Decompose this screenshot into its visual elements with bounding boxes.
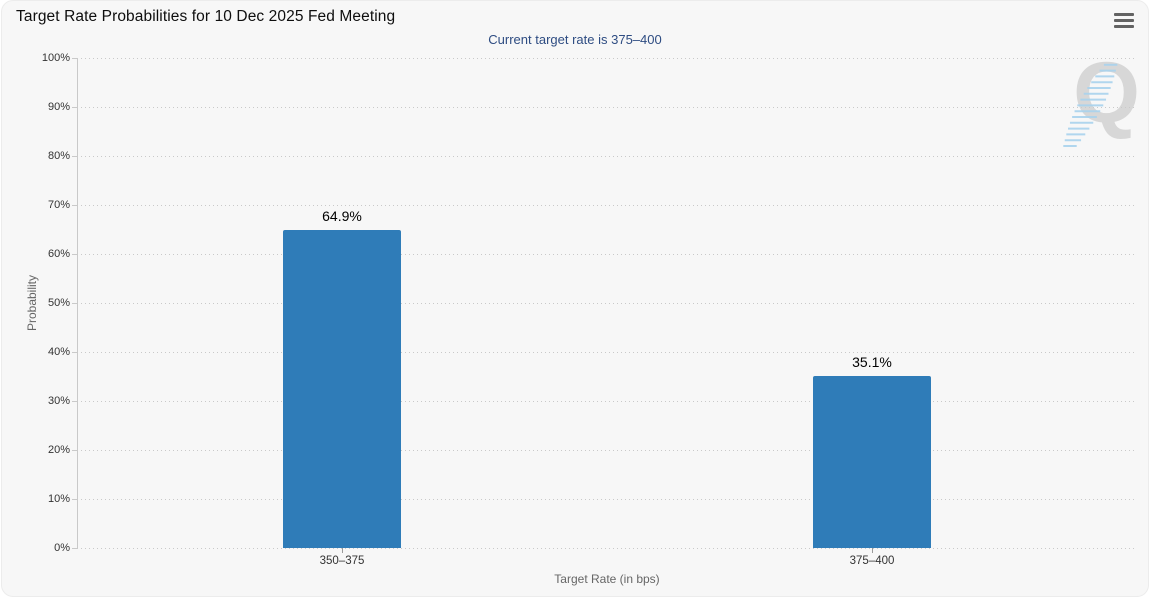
y-gridline (77, 499, 1137, 500)
y-axis-tick (72, 58, 77, 59)
y-gridline (77, 107, 1137, 108)
y-axis-tick (72, 352, 77, 353)
x-axis-title: Target Rate (in bps) (554, 572, 660, 586)
y-gridline (77, 205, 1137, 206)
x-axis-category-label: 350–375 (319, 555, 365, 567)
y-axis-label: 80% (47, 150, 70, 162)
chart-title: Target Rate Probabilities for 10 Dec 202… (16, 8, 396, 25)
y-gridline (77, 303, 1137, 304)
y-axis-tick (72, 205, 77, 206)
x-axis-tick (872, 548, 873, 553)
y-axis-label: 60% (47, 248, 70, 260)
bar-375-400[interactable] (813, 376, 931, 548)
y-axis-label: 100% (41, 52, 70, 64)
y-axis-label: 0% (54, 542, 70, 554)
watermark-swoosh-icon (1063, 63, 1118, 147)
y-gridline (77, 548, 1137, 549)
x-axis-tick (342, 548, 343, 553)
y-axis-tick (72, 548, 77, 549)
y-axis-tick (72, 107, 77, 108)
y-gridline (77, 450, 1137, 451)
y-gridline (77, 254, 1137, 255)
y-axis-label: 90% (47, 101, 70, 113)
watermark-q-letter: Q (1073, 45, 1140, 141)
y-axis-label: 70% (47, 199, 70, 211)
y-axis-tick (72, 401, 77, 402)
y-axis-tick (72, 156, 77, 157)
y-gridline (77, 58, 1137, 59)
chart-subtitle: Current target rate is 375–400 (488, 32, 662, 47)
bar-350-375[interactable] (283, 229, 401, 548)
y-axis-tick (72, 254, 77, 255)
y-axis-label: 40% (47, 346, 70, 358)
x-axis-category-label: 375–400 (849, 555, 895, 567)
hamburger-menu-icon (1114, 10, 1134, 31)
quikstrike-watermark: Q (1058, 50, 1142, 151)
y-gridline (77, 401, 1137, 402)
y-axis-label: 10% (47, 493, 70, 505)
y-axis-label: 30% (47, 395, 70, 407)
y-axis-label: 50% (47, 297, 70, 309)
y-axis-tick (72, 499, 77, 500)
bar-value-label: 64.9% (322, 207, 362, 224)
y-axis-label: 20% (47, 444, 70, 456)
chart-context-menu-button[interactable] (1109, 8, 1139, 32)
y-gridline (77, 156, 1137, 157)
y-axis-tick (72, 450, 77, 451)
y-gridline (77, 352, 1137, 353)
y-axis-tick (72, 303, 77, 304)
bar-value-label: 35.1% (852, 354, 892, 370)
